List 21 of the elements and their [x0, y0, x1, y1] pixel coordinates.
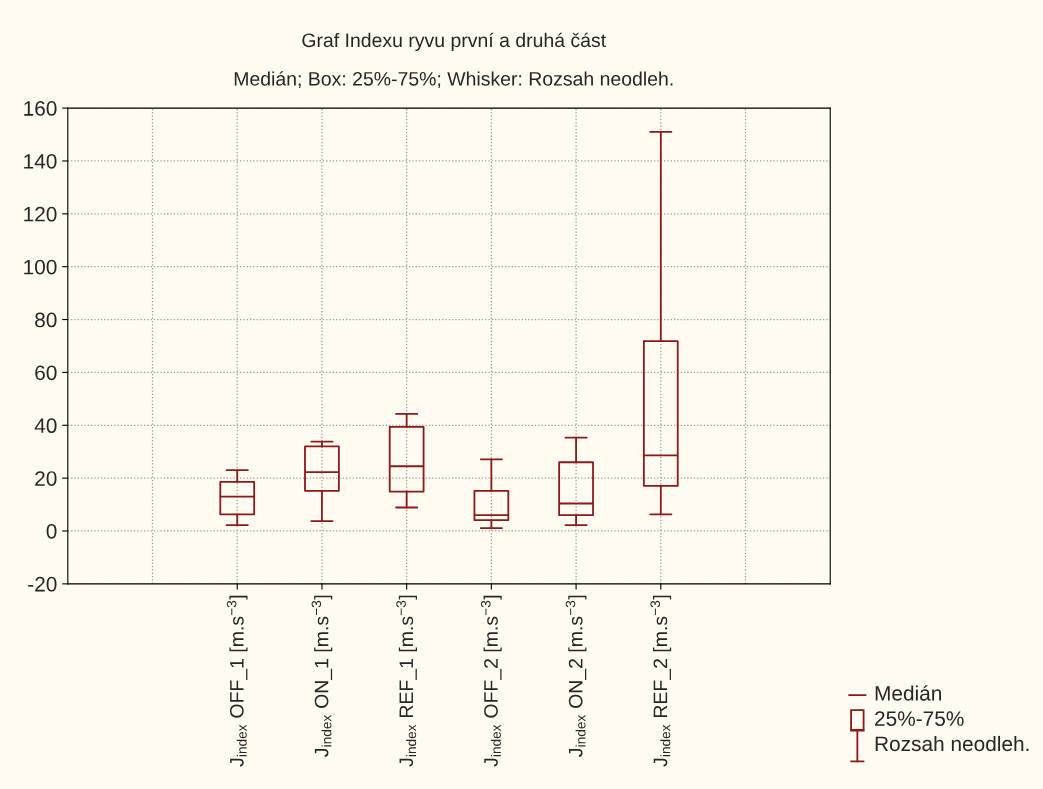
text: Rozsah neodleh. [875, 735, 1029, 752]
y-tick-label: -20 [28, 576, 57, 592]
y-tick-label: 100 [24, 259, 57, 275]
x-tick-label: J$_{index}$ REF_2 [m.s$^{−3}$] [650, 595, 672, 767]
y-tick-label: 80 [35, 312, 57, 328]
y-tick-label: 0 [46, 524, 57, 539]
x-tick-label: J$_{index}$ OFF_2 [m.s$^{−3}$] [480, 595, 502, 767]
text: 25%-75% [875, 711, 964, 726]
y-tick-label: 60 [35, 365, 57, 381]
y-tick-label: 20 [35, 471, 57, 486]
y-tick-label: 40 [34, 418, 57, 434]
y-tick-label: 120 [24, 206, 57, 222]
y-tick-label: 140 [24, 153, 57, 169]
text: Medián [875, 685, 942, 701]
chart-subtitle: Medián; Box: 25%-75%; Whisker: Rozsah neodleh. [234, 71, 673, 88]
y-tick-label: 160 [24, 101, 57, 116]
x-tick-label: J$_{index}$ OFF_1 [m.s$^{−3}$] [226, 595, 248, 767]
chart-title: Graf Indexu ryvu první a druhá část [302, 32, 606, 51]
x-tick-label: J$_{index}$ REF_1 [m.s$^{−3}$] [396, 595, 417, 767]
x-tick-label: J$_{index}$ ON_2 [m.s$^{−3}$] [565, 595, 587, 757]
x-tick-label: J$_{index}$ ON_1 [m.s$^{−3}$] [311, 595, 333, 757]
